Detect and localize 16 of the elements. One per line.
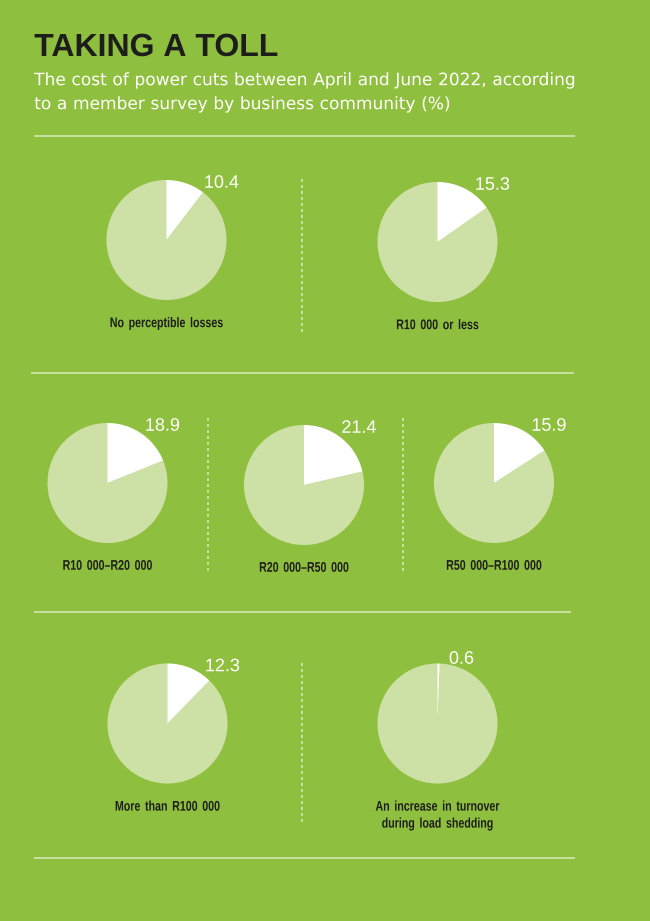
- data-label: 21.4: [342, 420, 376, 433]
- text: TAKING A TOLL: [34, 34, 278, 56]
- text: No perceptible losses: [110, 316, 223, 330]
- data-label: 18.9: [146, 418, 180, 431]
- text: More than R100 000: [116, 800, 220, 811]
- data-label: 0.6: [450, 651, 474, 664]
- text: R10 000–R20 000: [63, 560, 152, 570]
- data-label: 15.3: [476, 177, 510, 190]
- text: An increase in turnover during load shedding: [376, 800, 500, 831]
- text: R10 000 or less: [396, 318, 478, 330]
- text: R20 000–R50 000: [260, 562, 348, 572]
- data-label: 12.3: [206, 658, 240, 672]
- data-label: 15.9: [532, 418, 566, 431]
- text: R50 000–R100 000: [446, 560, 542, 570]
- text: The cost of power cuts between April and June 2022, according to a member survey by business community (%): [34, 72, 574, 113]
- data-label: 10.4: [205, 175, 238, 188]
